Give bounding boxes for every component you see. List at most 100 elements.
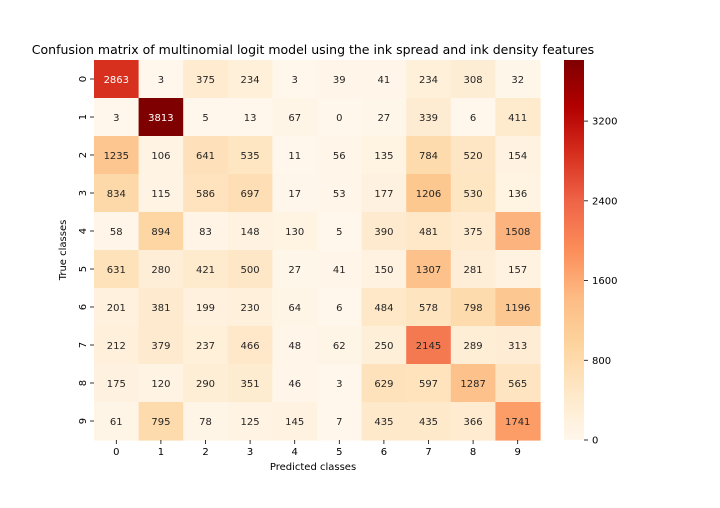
heatmap-cell [317, 174, 363, 213]
cell-value-label: 798 [464, 303, 483, 314]
cell-value-label: 58 [110, 227, 123, 238]
cell-value-label: 11 [288, 151, 301, 162]
cell-value-label: 2145 [416, 341, 441, 352]
cell-value-label: 41 [378, 75, 391, 86]
cell-value-label: 578 [419, 303, 438, 314]
cell-value-label: 56 [333, 151, 346, 162]
cell-value-label: 1287 [460, 379, 485, 390]
cell-value-label: 230 [241, 303, 260, 314]
heatmap-cell [183, 288, 229, 327]
cell-value-label: 290 [196, 379, 215, 390]
heatmap-cell [406, 326, 452, 365]
heatmap-cell [227, 364, 273, 403]
cell-value-label: 597 [419, 379, 438, 390]
heatmap-cell [317, 250, 363, 289]
cell-value-label: 313 [508, 341, 527, 352]
cell-value-label: 5 [202, 113, 208, 124]
cell-value-label: 697 [241, 189, 260, 200]
heatmap-cell [138, 98, 184, 137]
cell-value-label: 39 [333, 75, 346, 86]
cell-value-label: 586 [196, 189, 215, 200]
heatmap-cell [227, 402, 273, 441]
heatmap-cell [317, 402, 363, 441]
colorbar-ticks: 0 800 1600 2400 3200 [584, 117, 617, 447]
heatmap-cell [94, 250, 140, 289]
heatmap-cell [450, 288, 496, 327]
heatmap-cell [406, 60, 452, 99]
heatmap-cell [183, 250, 229, 289]
cell-value-label: 530 [464, 189, 483, 200]
heatmap-cell [94, 364, 140, 403]
heatmap-cell [361, 212, 407, 251]
heatmap-cell [317, 364, 363, 403]
heatmap-cell [272, 136, 318, 175]
cell-value-label: 435 [374, 417, 393, 428]
x-tick-label: 4 [292, 447, 298, 458]
cell-value-label: 199 [196, 303, 215, 314]
heatmap-cell [317, 326, 363, 365]
heatmap-cell [495, 364, 541, 403]
cell-value-label: 17 [288, 189, 301, 200]
heatmap-cell [94, 212, 140, 251]
cell-value-label: 0 [336, 113, 342, 124]
heatmap-cell [94, 326, 140, 365]
heatmap-cell [495, 136, 541, 175]
heatmap-cell [450, 250, 496, 289]
heatmap-cell [406, 402, 452, 441]
cell-value-label: 520 [464, 151, 483, 162]
heatmap-cell [450, 402, 496, 441]
cell-value-label: 250 [374, 341, 393, 352]
cell-value-label: 5 [336, 227, 342, 238]
heatmap-cell [183, 402, 229, 441]
cell-value-label: 351 [241, 379, 260, 390]
x-tick-label: 5 [336, 447, 342, 458]
heatmap-cell [227, 98, 273, 137]
cell-value-label: 27 [378, 113, 391, 124]
heatmap-cell [94, 174, 140, 213]
heatmap-cell [138, 288, 184, 327]
heatmap-cell [317, 98, 363, 137]
y-axis: 0 1 2 3 4 5 6 7 8 9 [78, 76, 94, 424]
cell-value-label: 3 [336, 379, 342, 390]
heatmap-cell [361, 288, 407, 327]
y-tick-label: 5 [78, 266, 89, 272]
x-tick-label: 7 [425, 447, 431, 458]
cell-value-label: 3 [158, 75, 164, 86]
x-tick-label: 6 [381, 447, 387, 458]
colorbar-tick-label: 0 [592, 436, 598, 447]
heatmap-cell [495, 212, 541, 251]
heatmap-cells [94, 60, 541, 441]
x-axis-label: Predicted classes [270, 462, 356, 473]
heatmap-cell [227, 136, 273, 175]
heatmap-cell [406, 98, 452, 137]
heatmap-cell [361, 136, 407, 175]
cell-value-label: 375 [464, 227, 483, 238]
heatmap-cell [361, 250, 407, 289]
heatmap-cell [183, 136, 229, 175]
cell-value-label: 6 [336, 303, 342, 314]
heatmap-cell [94, 136, 140, 175]
cell-value-label: 136 [508, 189, 527, 200]
x-tick-label: 9 [515, 447, 521, 458]
cell-value-label: 106 [151, 151, 170, 162]
cell-value-label: 3 [292, 75, 298, 86]
heatmap-cell [138, 212, 184, 251]
heatmap-cell [406, 288, 452, 327]
chart-title: Confusion matrix of multinomial logit mo… [32, 42, 594, 57]
heatmap-cell [406, 364, 452, 403]
heatmap-cell [272, 250, 318, 289]
cell-value-label: 212 [107, 341, 126, 352]
cell-value-label: 125 [241, 417, 260, 428]
heatmap-cell [495, 288, 541, 327]
cell-value-label: 280 [151, 265, 170, 276]
cell-value-label: 381 [151, 303, 170, 314]
heatmap-cell [138, 402, 184, 441]
heatmap-cell [183, 98, 229, 137]
cell-value-label: 1741 [505, 417, 530, 428]
cell-value-label: 834 [107, 189, 126, 200]
heatmap-cell [183, 60, 229, 99]
cell-value-label: 795 [151, 417, 170, 428]
cell-value-label: 201 [107, 303, 126, 314]
cell-value-label: 41 [333, 265, 346, 276]
cell-value-label: 484 [374, 303, 393, 314]
